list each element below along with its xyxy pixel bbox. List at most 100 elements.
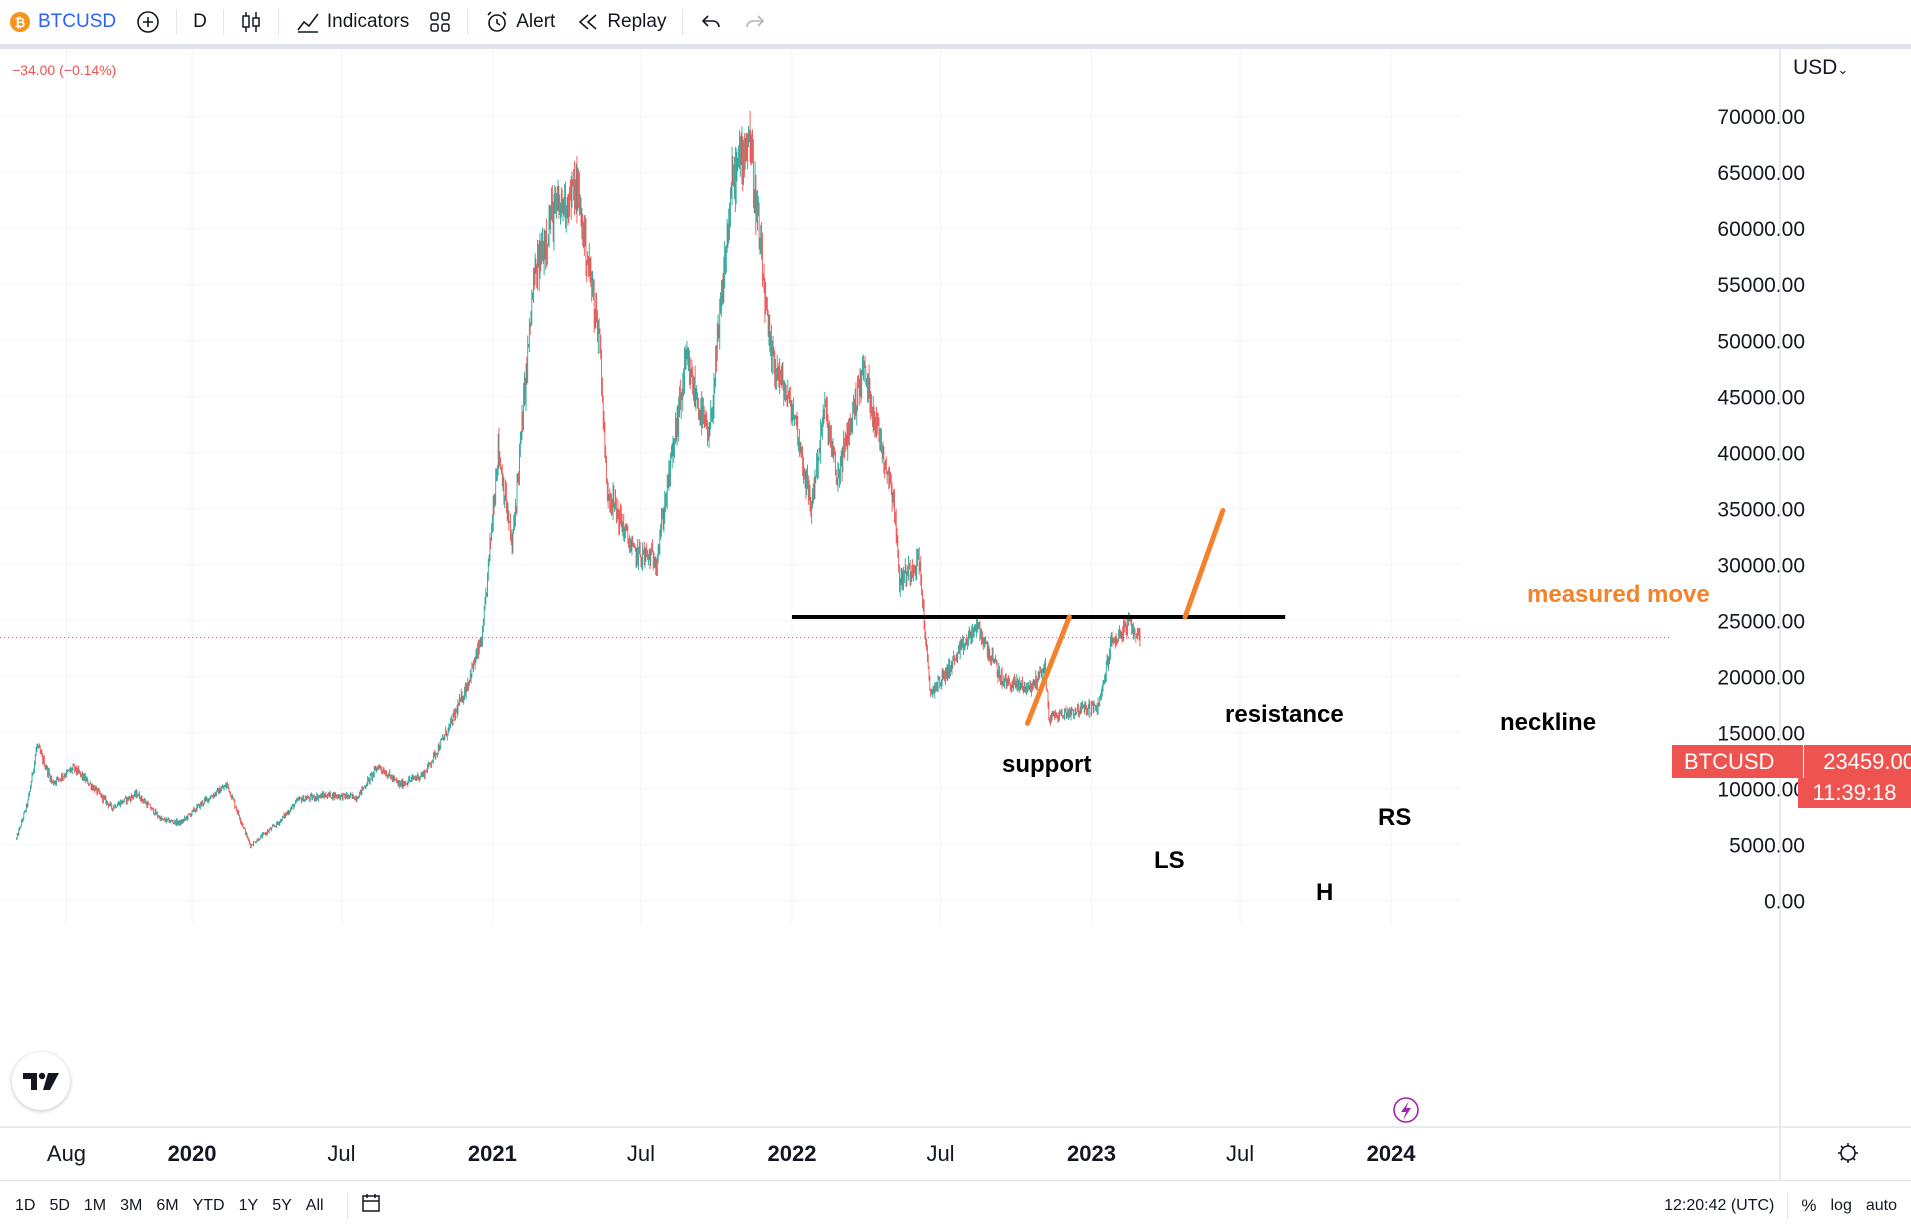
x-tick-label: Jul [627, 1141, 655, 1166]
alert-label: Alert [516, 11, 556, 32]
alert-button[interactable]: Alert [474, 0, 565, 44]
chart-type-button[interactable] [230, 0, 272, 44]
y-tick-label: 30000.00 [1717, 554, 1805, 577]
annotation-neckline: neckline [1500, 709, 1597, 736]
toolbar-divider [346, 1192, 348, 1219]
range-button-5d[interactable]: 5D [49, 1196, 70, 1214]
x-tick-label: Jul [327, 1141, 355, 1166]
range-button-1y[interactable]: 1Y [238, 1196, 259, 1214]
currency-selector[interactable]: USD⌄ [1793, 56, 1848, 80]
annotation-measured-move: measured move [1527, 581, 1710, 608]
toolbar-separator [0, 44, 1911, 49]
range-button-1m[interactable]: 1M [83, 1196, 107, 1214]
y-tick-label: 20000.00 [1717, 666, 1805, 689]
annotation-h: H [1316, 879, 1334, 906]
alarm-clock-icon [484, 9, 510, 35]
price-chart[interactable]: 0.00 5000.00 10000.00 15000.00 20000.00 25000… [0, 49, 1911, 1180]
x-tick-label: Jul [1226, 1141, 1254, 1166]
tradingview-logo[interactable] [12, 1052, 70, 1110]
y-tick-label: 35000.00 [1717, 498, 1805, 521]
lightning-icon [1393, 1097, 1419, 1123]
measured-move-line [1182, 508, 1226, 620]
x-tick-label: 2024 [1367, 1141, 1417, 1166]
auto-toggle[interactable]: auto [1865, 1196, 1897, 1214]
bottom-toolbar: 1D 5D 1M 3M 6M YTD 1Y 5Y All 12:20:42 (UTC) % lo… [0, 1184, 1911, 1227]
toolbar-divider [176, 9, 178, 35]
candles-icon [242, 12, 260, 32]
y-tick-label: 50000.00 [1717, 330, 1805, 353]
range-button-all[interactable]: All [305, 1196, 324, 1214]
go-to-date-button[interactable] [354, 1193, 390, 1218]
x-tick-label: 2023 [1067, 1141, 1116, 1166]
toolbar-divider [682, 9, 684, 35]
redo-button[interactable] [733, 0, 777, 44]
indicators-button[interactable]: Indicators [285, 0, 419, 44]
candles [15, 110, 1141, 849]
bitcoin-icon: ₿ [10, 12, 30, 32]
grid-icon [430, 12, 450, 32]
range-buttons: 1D 5D 1M 3M 6M YTD 1Y 5Y All [0, 1197, 331, 1215]
indicators-icon [295, 9, 321, 35]
bottom-separator [0, 1180, 1911, 1181]
top-toolbar: ₿ BTCUSD D Indicators Alert Replay [0, 0, 1911, 44]
x-tick-label: Aug [47, 1141, 86, 1166]
log-toggle[interactable]: log [1830, 1196, 1852, 1214]
indicators-label: Indicators [326, 11, 410, 32]
symbol-search[interactable]: ₿ BTCUSD [0, 0, 126, 44]
clock-label[interactable]: 12:20:42 (UTC) [1664, 1196, 1775, 1214]
calendar-icon [361, 1194, 380, 1212]
x-tick-label: Jul [926, 1141, 954, 1166]
y-tick-label: 60000.00 [1717, 218, 1805, 241]
annotation-ls: LS [1154, 847, 1185, 874]
x-tick-label: 2020 [168, 1141, 217, 1166]
layouts-button[interactable] [419, 0, 461, 44]
annotation-rs: RS [1378, 804, 1412, 831]
gear-icon-tooth [1840, 1145, 1844, 1149]
replay-label: Replay [607, 11, 667, 32]
range-button-1d[interactable]: 1D [15, 1196, 36, 1214]
y-tick-label: 10000.00 [1717, 778, 1805, 801]
replay-button[interactable]: Replay [565, 0, 676, 44]
y-tick-label: 55000.00 [1717, 274, 1805, 297]
range-button-6m[interactable]: 6M [156, 1196, 179, 1214]
grid-lines [0, 49, 1672, 925]
range-button-5y[interactable]: 5Y [272, 1196, 292, 1214]
gear-icon [1838, 1143, 1858, 1163]
gear-icon-tooth [1852, 1145, 1856, 1149]
drawings [791, 508, 1286, 726]
x-tick-label: 2022 [767, 1141, 816, 1166]
y-tick-label: 0.00 [1764, 890, 1805, 913]
replay-icon [575, 9, 601, 35]
last-price-tag: BTCUSD 23459.00 [1672, 745, 1911, 778]
range-button-3m[interactable]: 3M [120, 1196, 143, 1214]
lightning-icon-bolt [1401, 1101, 1411, 1120]
undo-icon [702, 15, 721, 28]
price-tag-value: 23459.00 [1823, 748, 1911, 774]
range-button-ytd[interactable]: YTD [192, 1196, 225, 1214]
orange-trend-line [1024, 614, 1072, 726]
toolbar-divider [1787, 1192, 1789, 1219]
y-tick-label: 65000.00 [1717, 162, 1805, 185]
bar-countdown: 11:39:18 [1798, 778, 1911, 808]
gear-icon-tooth [1840, 1157, 1844, 1161]
y-tick-label: 45000.00 [1717, 386, 1805, 409]
axes: 0.00 5000.00 10000.00 15000.00 20000.00 25000… [0, 49, 1911, 1180]
undo-button[interactable] [689, 0, 733, 44]
currency-label: USD [1793, 56, 1838, 79]
annotation-resistance: resistance [1225, 701, 1344, 728]
interval-button[interactable]: D [193, 11, 207, 32]
annotation-support: support [1002, 751, 1092, 778]
gear-icon-tooth [1852, 1157, 1856, 1161]
toolbar-divider [222, 9, 224, 35]
toolbar-divider [467, 9, 469, 35]
compare-button[interactable] [126, 0, 170, 44]
gear-icon-ring [1840, 1145, 1856, 1161]
y-tick-label: 25000.00 [1717, 610, 1805, 633]
symbol-label: BTCUSD [38, 11, 117, 32]
x-tick-label: 2021 [468, 1141, 517, 1166]
redo-icon [746, 15, 765, 28]
tradingview-icon [23, 1072, 59, 1090]
percent-toggle[interactable]: % [1801, 1195, 1817, 1215]
chevron-down-icon: ⌄ [1837, 62, 1849, 77]
toolbar-divider [277, 9, 279, 35]
